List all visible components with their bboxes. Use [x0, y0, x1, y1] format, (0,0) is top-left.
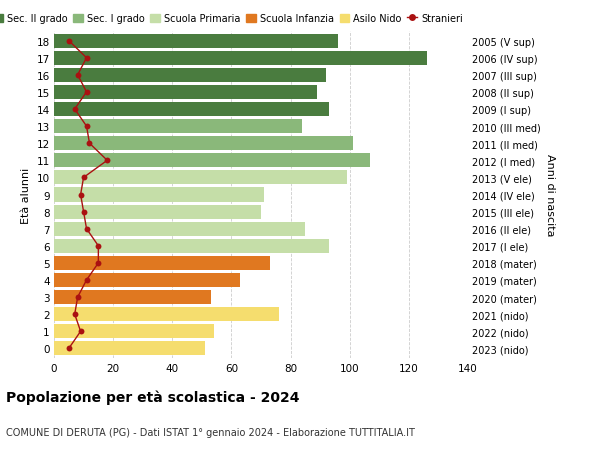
Point: [79, 174, 88, 182]
Point: [82, 123, 91, 130]
Point: [73, 294, 82, 301]
Point: [76, 328, 85, 335]
Point: [76, 191, 85, 199]
Text: Popolazione per età scolastica - 2024: Popolazione per età scolastica - 2024: [6, 390, 299, 405]
Bar: [54, 120, 302, 134]
Bar: [54, 308, 279, 321]
Point: [82, 55, 91, 62]
Bar: [54, 188, 264, 202]
Bar: [54, 34, 338, 49]
Point: [82, 277, 91, 284]
Point: [73, 72, 82, 79]
Point: [85, 140, 94, 147]
Point: [94, 260, 103, 267]
Bar: [54, 69, 326, 83]
Bar: [54, 171, 347, 185]
Y-axis label: Anni di nascita: Anni di nascita: [545, 154, 555, 236]
Point: [70, 106, 79, 113]
Bar: [54, 222, 305, 236]
Bar: [54, 51, 427, 66]
Bar: [54, 256, 270, 270]
Bar: [54, 205, 261, 219]
Bar: [54, 325, 214, 339]
Point: [79, 208, 88, 216]
Bar: [54, 274, 240, 287]
Bar: [54, 341, 205, 356]
Bar: [54, 154, 370, 168]
Legend: Sec. II grado, Sec. I grado, Scuola Primaria, Scuola Infanzia, Asilo Nido, Stran: Sec. II grado, Sec. I grado, Scuola Prim…: [0, 14, 463, 24]
Point: [70, 311, 79, 318]
Point: [94, 243, 103, 250]
Bar: [54, 103, 329, 117]
Point: [103, 157, 112, 165]
Y-axis label: Età alunni: Età alunni: [21, 167, 31, 223]
Bar: [54, 239, 329, 253]
Text: COMUNE DI DERUTA (PG) - Dati ISTAT 1° gennaio 2024 - Elaborazione TUTTITALIA.IT: COMUNE DI DERUTA (PG) - Dati ISTAT 1° ge…: [6, 427, 415, 437]
Point: [82, 225, 91, 233]
Point: [64, 38, 74, 45]
Bar: [54, 137, 353, 151]
Point: [82, 89, 91, 96]
Point: [64, 345, 74, 353]
Bar: [54, 291, 211, 304]
Bar: [54, 86, 317, 100]
